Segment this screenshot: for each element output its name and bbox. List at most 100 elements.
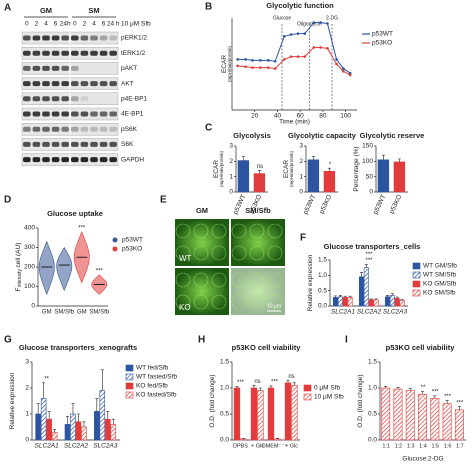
x-tick-label: SM/Sfb: [54, 310, 74, 316]
blot-band: [109, 126, 117, 132]
bar: [51, 431, 58, 441]
legend-label: p53WT: [372, 31, 393, 38]
bar: [454, 409, 464, 441]
y-axis-label: Percentage (%): [353, 146, 360, 191]
significance: ***: [237, 380, 245, 386]
point: [319, 21, 322, 24]
error-bar: [338, 294, 342, 297]
cell: [193, 294, 209, 310]
point: [296, 32, 300, 35]
blot-row-label: tERK1/2: [121, 50, 146, 57]
bar: [110, 424, 117, 441]
y-tick-label: 0: [299, 189, 303, 196]
blot-band: [61, 141, 69, 147]
micrograph: [231, 268, 285, 315]
bar: [274, 438, 281, 441]
cell: [175, 294, 191, 310]
blot-band: [61, 35, 69, 41]
cell: [193, 245, 209, 261]
point: [342, 70, 345, 73]
event-label: Oligomycin: [297, 21, 322, 27]
blot-band: [80, 111, 89, 117]
legend-label: p53WT: [122, 237, 143, 244]
violin: [56, 246, 73, 292]
bar: [342, 297, 348, 307]
legend-label: WT GM/Sfb: [423, 263, 457, 270]
blot-band: [90, 111, 98, 117]
error-bar: [333, 295, 337, 298]
blot-band: [80, 50, 89, 56]
bar: [240, 438, 247, 441]
lane-label: 24h: [60, 21, 71, 28]
bar: [46, 418, 52, 441]
legend-label: KO fed/Sfb: [136, 383, 168, 390]
significance: **: [44, 376, 49, 382]
lane-label: 6: [102, 21, 106, 28]
error-bar: [364, 264, 368, 268]
legend-swatch: [412, 262, 421, 270]
x-tick-label: 20: [251, 113, 259, 120]
bar: [257, 390, 264, 441]
x-tick-label: SLC2A3: [383, 309, 408, 316]
x-axis-label: Glucose:2-DG: [402, 456, 443, 463]
x-tick-label: 1:2: [395, 443, 403, 449]
blot-band: [42, 157, 50, 163]
blot-band: [51, 50, 60, 56]
panel-label: F: [300, 233, 306, 244]
panel-label: B: [205, 2, 212, 13]
error-bar: [408, 388, 412, 391]
x-tick-label: p53KO: [318, 194, 333, 215]
error-bar: [311, 156, 315, 160]
panel-label: H: [198, 335, 205, 346]
blot-band: [42, 111, 50, 117]
point: [236, 58, 239, 61]
panel-label: A: [4, 3, 11, 14]
blot-band: [80, 81, 89, 87]
blot-row-label: S6K: [121, 141, 134, 148]
chart-title: Glucose uptake: [47, 209, 103, 218]
x-tick-label: 60: [297, 113, 305, 120]
error-bar: [359, 271, 363, 277]
error-bar: [369, 298, 373, 300]
point: [303, 55, 307, 58]
significance: ***: [271, 379, 279, 385]
lane-label: 4: [44, 21, 48, 28]
legend-label: 10 μM Sfb: [314, 394, 344, 401]
blot-band: [71, 81, 79, 87]
legend-label: WT fed/Sfb: [136, 365, 169, 372]
blot-band: [99, 157, 108, 163]
legend-swatch: [303, 393, 312, 401]
blot-band: [71, 141, 79, 147]
cell: [267, 245, 283, 261]
legend-label: KO fasted/Sfb: [136, 392, 177, 399]
point: [259, 59, 262, 62]
point: [251, 66, 254, 69]
bar: [373, 299, 379, 307]
significance: ***: [78, 225, 86, 231]
x-tick-label: 1:1: [382, 443, 390, 449]
y-axis-label-main: ECAR: [221, 55, 228, 73]
error-bar: [286, 379, 290, 383]
error-bar: [65, 416, 69, 425]
blot-band: [90, 141, 98, 147]
blot-band: [71, 157, 79, 163]
scale-bar-label: 10 μm: [267, 303, 281, 309]
bar: [381, 387, 391, 441]
y-axis-label: O.D. (fold change): [357, 374, 364, 427]
cell: [175, 223, 191, 239]
point: [267, 66, 270, 69]
bar: [99, 390, 106, 441]
blot-band: [32, 157, 41, 163]
chart-title: p53KO cell viability: [386, 343, 456, 352]
bar: [81, 426, 87, 441]
blot-group: GM: [40, 6, 52, 15]
error-bar: [343, 295, 347, 298]
chart-title: Glycolytic reserve: [360, 131, 425, 140]
blot-row-label: AKT: [121, 80, 134, 87]
bar: [105, 418, 111, 441]
point: [251, 59, 254, 62]
y-tick-label: 2: [25, 385, 29, 392]
bar: [368, 299, 374, 307]
bar: [237, 160, 250, 193]
bar: [267, 387, 275, 441]
